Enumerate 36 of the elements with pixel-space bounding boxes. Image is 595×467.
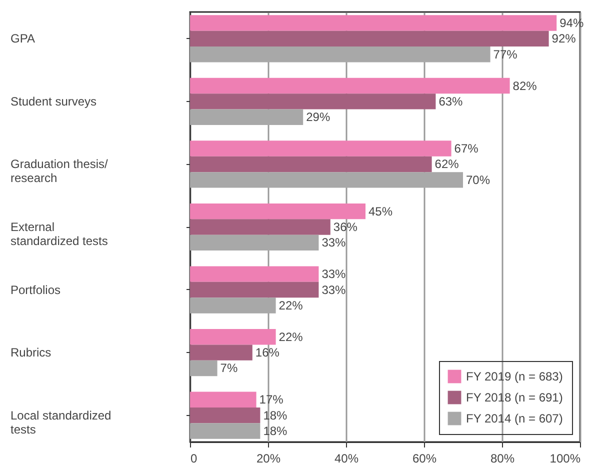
legend-label: FY 2019 (n = 683)	[466, 370, 563, 384]
data-label: 62%	[434, 157, 460, 172]
x-tick-label: 20%	[256, 452, 281, 466]
y-tick-label: Student surveys	[10, 94, 97, 108]
data-label: 7%	[220, 361, 238, 376]
y-tick-label: External standardized tests	[10, 220, 108, 248]
y-tick-label: Portfolios	[10, 282, 61, 297]
data-label: 29%	[306, 110, 330, 124]
data-label: 77%	[493, 47, 518, 62]
data-label: 33%	[322, 282, 346, 297]
y-tick-label: Graduation thesis/ research	[10, 157, 109, 186]
data-label: 45%	[368, 204, 393, 218]
legend-label: FY 2018 (n = 691)	[466, 390, 563, 404]
x-tick-label: 60%	[412, 452, 437, 466]
data-label: 82%	[512, 78, 538, 93]
y-tick-label: Local standardized tests	[10, 408, 112, 436]
data-label: 16%	[255, 346, 280, 360]
y-tick-label: Rubrics	[10, 346, 52, 360]
x-tick-label: 100%	[550, 452, 581, 466]
data-label: 33%	[322, 267, 346, 282]
data-label: 67%	[454, 142, 479, 156]
data-label: 22%	[278, 298, 304, 312]
data-label: 22%	[278, 330, 304, 344]
data-label: 36%	[333, 220, 358, 234]
x-tick-label: 40%	[334, 452, 359, 466]
data-label: 70%	[466, 172, 490, 187]
data-label: 18%	[263, 408, 288, 422]
x-tick-label: 80%	[490, 452, 515, 466]
x-tick-label: 0	[190, 452, 198, 466]
data-label: 63%	[438, 94, 464, 108]
y-tick-label: GPA	[10, 32, 35, 46]
data-label: 92%	[552, 32, 576, 46]
data-label: 17%	[259, 392, 284, 407]
data-label: 18%	[263, 424, 288, 438]
legend-label: FY 2014 (n = 607)	[466, 412, 563, 426]
data-label: 33%	[322, 236, 346, 250]
